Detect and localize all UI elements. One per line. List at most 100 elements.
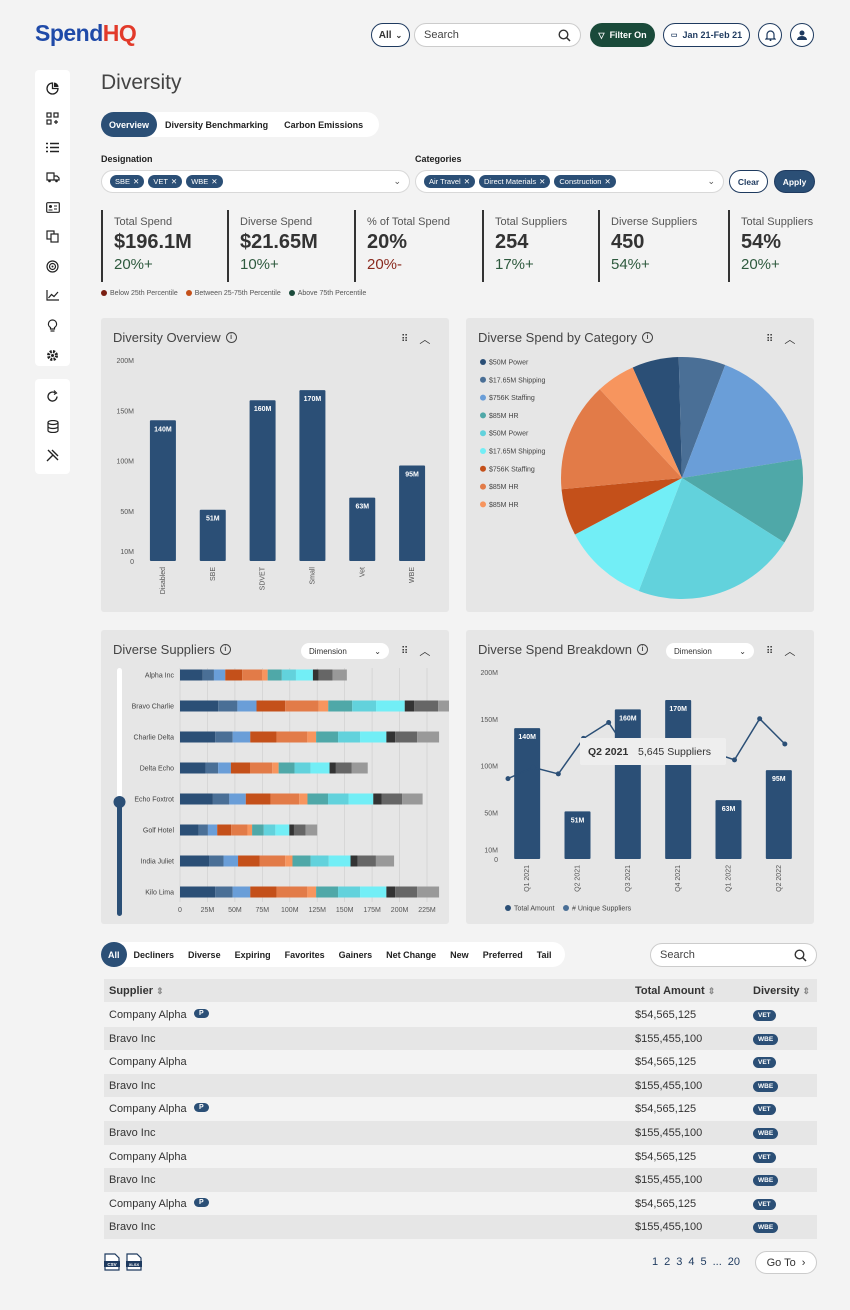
- sidebar-item-dashboard[interactable]: [35, 74, 70, 104]
- table-row[interactable]: Bravo Inc $155,455,100 WBE: [104, 1073, 817, 1098]
- supplier-name[interactable]: Company Alpha: [109, 1056, 187, 1069]
- apply-button[interactable]: Apply: [774, 170, 815, 193]
- close-icon[interactable]: ✕: [604, 177, 611, 186]
- filter-tab-diverse[interactable]: Diverse: [188, 949, 221, 960]
- dimension-select[interactable]: Dimension ⌄: [666, 643, 754, 659]
- categories-select[interactable]: Air Travel ✕ Direct Materials ✕ Constructi…: [415, 170, 724, 193]
- close-icon[interactable]: ✕: [539, 177, 546, 186]
- sort-icon[interactable]: ⇕: [156, 986, 164, 996]
- col-total-amount[interactable]: Total Amount ⇕: [635, 985, 715, 997]
- info-icon[interactable]: i: [225, 332, 237, 343]
- table-row[interactable]: Bravo Inc $155,455,100 WBE: [104, 1168, 817, 1192]
- filter-tab-decliners[interactable]: Decliners: [133, 949, 175, 960]
- profile-button[interactable]: [790, 23, 814, 47]
- filter-tab-new[interactable]: New: [450, 949, 469, 960]
- sidebar-item-insights[interactable]: [35, 311, 70, 341]
- grid-menu-icon[interactable]: ⠿: [766, 333, 773, 345]
- close-icon[interactable]: ✕: [211, 177, 218, 186]
- info-icon[interactable]: i: [219, 644, 231, 655]
- table-row[interactable]: Company Alpha P $54,565,125 VET: [104, 1097, 817, 1121]
- table-row[interactable]: Company Alpha P $54,565,125 VET: [104, 1192, 817, 1216]
- xlsx-export-icon[interactable]: XLSX: [126, 1253, 142, 1271]
- chip-vet[interactable]: VET ✕: [148, 175, 183, 188]
- sort-icon[interactable]: ⇕: [802, 986, 811, 996]
- filter-tab-expiring[interactable]: Expiring: [234, 949, 271, 960]
- notifications-button[interactable]: [758, 23, 782, 47]
- sidebar-item-database[interactable]: [35, 412, 70, 442]
- sidebar-item-documents[interactable]: [35, 222, 70, 252]
- tab-carbon-emissions[interactable]: Carbon Emissions: [284, 119, 364, 130]
- filter-on-button[interactable]: ▽ Filter On: [590, 23, 655, 47]
- sidebar-item-list[interactable]: [35, 133, 70, 163]
- chip-wbe[interactable]: WBE ✕: [186, 175, 223, 188]
- page-2[interactable]: 2: [664, 1256, 671, 1268]
- close-icon[interactable]: ✕: [463, 177, 470, 186]
- chip-construction[interactable]: Construction ✕: [554, 175, 616, 188]
- table-row[interactable]: Company Alpha $54,565,125 VET: [104, 1145, 817, 1169]
- table-row[interactable]: Company Alpha P $54,565,125 VET: [104, 1003, 817, 1027]
- search-input[interactable]: Search: [414, 23, 581, 47]
- x-tick-label: 75M: [256, 907, 270, 914]
- col-diversity[interactable]: Diversity ⇕: [753, 985, 810, 997]
- page-1[interactable]: 1: [652, 1256, 659, 1268]
- sidebar-item-targets[interactable]: [35, 252, 70, 282]
- sidebar-item-contacts[interactable]: [35, 192, 70, 222]
- dimension-select[interactable]: Dimension ⌄: [301, 643, 389, 659]
- table-row[interactable]: Bravo Inc $155,455,100 WBE: [104, 1121, 817, 1145]
- chevron-up-icon[interactable]: ︿: [784, 334, 796, 346]
- table-row[interactable]: Company Alpha $54,565,125 VET: [104, 1050, 817, 1074]
- tab-overview[interactable]: Overview: [101, 112, 158, 137]
- supplier-name[interactable]: Bravo Inc: [109, 1032, 156, 1045]
- sort-icon[interactable]: ⇕: [707, 986, 716, 996]
- page-4[interactable]: 4: [688, 1256, 695, 1268]
- date-range-button[interactable]: ▭ Jan 21-Feb 21: [663, 23, 750, 47]
- supplier-name[interactable]: Company Alpha: [109, 1103, 187, 1116]
- filter-tab-gainers[interactable]: Gainers: [338, 949, 373, 960]
- supplier-name[interactable]: Company Alpha: [109, 1150, 187, 1163]
- grid-menu-icon[interactable]: ⠿: [401, 645, 408, 657]
- page-5[interactable]: 5: [700, 1256, 707, 1268]
- go-to-button[interactable]: Go To ›: [755, 1251, 817, 1274]
- sidebar-item-shipping[interactable]: [35, 163, 70, 193]
- chip-direct-materials[interactable]: Direct Materials ✕: [478, 175, 551, 188]
- csv-export-icon[interactable]: CSV: [104, 1253, 120, 1271]
- supplier-name[interactable]: Bravo Inc: [109, 1127, 156, 1139]
- chevron-up-icon[interactable]: ︿: [784, 646, 796, 658]
- logo[interactable]: SpendHQ: [35, 20, 137, 47]
- supplier-name[interactable]: Bravo Inc: [109, 1174, 156, 1187]
- grid-menu-icon[interactable]: ⠿: [401, 333, 408, 345]
- supplier-name[interactable]: Company Alpha: [109, 1009, 187, 1021]
- info-icon[interactable]: i: [636, 644, 648, 655]
- clear-button[interactable]: Clear: [729, 170, 768, 193]
- scope-select[interactable]: All ⌄: [371, 23, 410, 47]
- table-row[interactable]: Bravo Inc $155,455,100 WBE: [104, 1026, 817, 1051]
- tab-diversity-benchmarking[interactable]: Diversity Benchmarking: [165, 119, 269, 130]
- close-icon[interactable]: ✕: [170, 177, 178, 186]
- sidebar-item-settings[interactable]: [35, 340, 70, 370]
- close-icon[interactable]: ✕: [133, 177, 140, 186]
- designation-select[interactable]: SBE ✕ VET ✕ WBE ✕ ⌄: [101, 170, 410, 193]
- filter-tab-preferred[interactable]: Preferred: [482, 949, 523, 960]
- page-20[interactable]: 20: [727, 1256, 741, 1268]
- chevron-up-icon[interactable]: ︿: [419, 646, 431, 658]
- grid-menu-icon[interactable]: ⠿: [766, 645, 773, 657]
- filter-tab-all[interactable]: All: [101, 942, 127, 967]
- filter-tab-favorites[interactable]: Favorites: [284, 949, 325, 960]
- sidebar-item-trends[interactable]: [35, 281, 70, 311]
- sidebar-item-refresh[interactable]: [35, 382, 70, 412]
- supplier-name[interactable]: Bravo Inc: [109, 1079, 156, 1092]
- page-3[interactable]: 3: [676, 1256, 683, 1268]
- chevron-up-icon[interactable]: ︿: [419, 334, 431, 346]
- filter-tab-net-change[interactable]: Net Change: [386, 949, 437, 960]
- info-icon[interactable]: i: [641, 332, 653, 343]
- table-row[interactable]: Bravo Inc $155,455,100 WBE: [104, 1215, 817, 1239]
- table-search-input[interactable]: Search: [650, 943, 817, 967]
- col-supplier[interactable]: Supplier ⇕: [109, 985, 164, 997]
- sidebar-item-widgets[interactable]: [35, 104, 70, 134]
- chip-air-travel[interactable]: Air Travel ✕: [424, 175, 475, 188]
- supplier-name[interactable]: Company Alpha: [109, 1197, 187, 1210]
- supplier-name[interactable]: Bravo Inc: [109, 1221, 156, 1234]
- sidebar-item-tools[interactable]: [35, 441, 70, 471]
- filter-tab-tail[interactable]: Tail: [536, 949, 552, 960]
- chip-sbe[interactable]: SBE ✕: [110, 175, 145, 188]
